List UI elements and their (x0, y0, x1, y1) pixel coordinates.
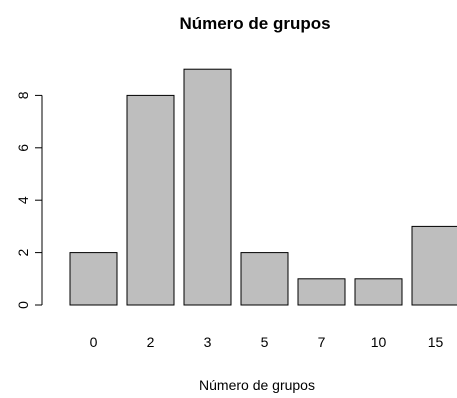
bar-7 (297, 278, 346, 306)
x-axis-label: Número de grupos (199, 377, 315, 393)
bar-0 (69, 252, 118, 306)
x-tick-label-7: 7 (318, 334, 326, 350)
y-tick-label: 2 (15, 248, 31, 256)
y-tick-label: 4 (15, 196, 31, 204)
x-tick-label-3: 3 (204, 334, 212, 350)
bar-2 (126, 94, 175, 306)
chart-title: Número de grupos (179, 14, 330, 33)
bar-5 (240, 252, 289, 306)
x-tick-labels: 0 2 3 5 7 10 15 (90, 334, 444, 350)
y-tick-label: 6 (15, 144, 31, 152)
y-tick-label: 8 (15, 91, 31, 99)
bar-3 (183, 68, 232, 306)
bar-10 (354, 278, 403, 306)
x-tick-label-5: 5 (261, 334, 269, 350)
y-axis: 0 2 4 6 8 (15, 91, 43, 309)
x-tick-label-10: 10 (371, 334, 387, 350)
x-tick-label-2: 2 (147, 334, 155, 350)
bars (69, 68, 457, 306)
bar-15 (411, 225, 457, 306)
x-tick-label-15: 15 (428, 334, 444, 350)
y-tick-label: 0 (15, 301, 31, 309)
x-tick-label-0: 0 (90, 334, 98, 350)
